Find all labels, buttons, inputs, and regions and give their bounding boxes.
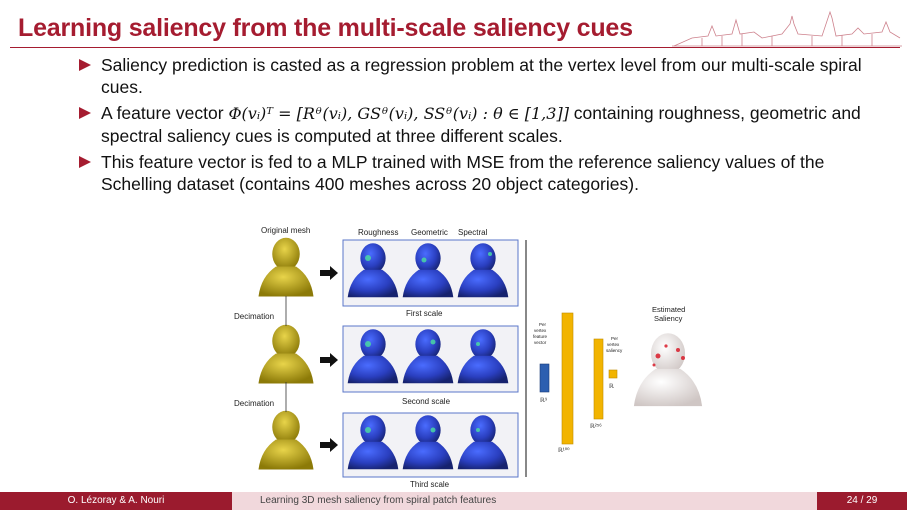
feature-vector-formula: Φ(vᵢ)ᵀ = [Rᶿ(vᵢ), GSᶿ(vᵢ), SSᶿ(vᵢ) : θ ∈… [228,104,569,123]
arrow-icon [320,266,338,452]
spectral-column-label: Spectral [458,228,488,237]
estimated-saliency-mesh [633,333,703,407]
svg-text:Per: Per [611,336,619,341]
roughness-column-label: Roughness [358,228,398,237]
svg-text:vertex: vertex [534,328,547,333]
svg-text:Saliency: Saliency [654,314,683,323]
footer-bar: O. Lézoray & A. Nouri Learning 3D mesh s… [0,492,907,510]
decimated-mesh-yellow [258,324,314,384]
svg-text:Estimated: Estimated [652,305,685,314]
pipeline-figure: Original mesh Decimation Decimation Roug… [234,226,703,489]
output-dimension-label: ℝ [609,383,614,390]
bullet-triangle-icon [79,107,91,119]
mlp-hidden-layer-100 [593,338,604,420]
third-scale-panel [342,412,519,478]
slide-title: Learning saliency from the multi-scale s… [18,14,633,42]
third-scale-label: Third scale [410,480,450,489]
svg-text:vertex: vertex [607,342,620,347]
bullet-text: containing roughness, geometric and spec… [101,103,861,146]
city-skyline-logo [672,10,902,47]
bullet-item: A feature vector Φ(vᵢ)ᵀ = [Rᶿ(vᵢ), GSᶿ(v… [72,102,872,147]
per-vertex-saliency-label: Per vertex saliency [606,336,623,353]
first-scale-panel [342,239,519,307]
bullet-text: A feature vector [101,103,229,123]
bullet-triangle-icon [79,59,91,71]
bullet-text: Saliency prediction is casted as a regre… [101,55,862,97]
bullet-triangle-icon [79,156,91,168]
bullet-item: Saliency prediction is casted as a regre… [72,54,872,98]
hidden-256-dimension-label: ℝ¹⁰⁰ [558,447,570,454]
mlp-output-layer [608,369,618,379]
footer-page-number: 24 / 29 [817,492,907,510]
decimated-mesh-yellow [258,410,314,470]
estimated-saliency-label: Estimated Saliency [652,305,685,323]
bullet-item: This feature vector is fed to a MLP trai… [72,151,872,195]
first-scale-label: First scale [406,309,443,318]
decimation-label: Decimation [234,312,274,321]
bullet-list: Saliency prediction is casted as a regre… [72,54,872,199]
hidden-100-dimension-label: ℝ²⁵⁶ [590,423,602,430]
second-scale-label: Second scale [402,397,451,406]
input-dimension-label: ℝ⁹ [540,397,548,404]
svg-text:Per: Per [539,322,547,327]
svg-text:saliency: saliency [606,348,623,353]
mlp-hidden-layer-256 [561,312,574,445]
second-scale-panel [342,325,519,393]
decimation-label: Decimation [234,399,274,408]
svg-text:feature: feature [533,334,548,339]
bullet-text: This feature vector is fed to a MLP trai… [101,152,825,194]
footer-authors: O. Lézoray & A. Nouri [0,492,232,510]
per-vertex-feature-label: Per vertex feature vector [533,322,548,345]
footer-talk-title: Learning 3D mesh saliency from spiral pa… [232,492,817,510]
mlp-input-layer [539,363,550,393]
svg-text:vector: vector [534,340,547,345]
original-mesh-yellow [258,237,314,297]
original-mesh-label: Original mesh [261,226,310,235]
geometric-column-label: Geometric [411,228,448,237]
title-divider [10,47,900,48]
